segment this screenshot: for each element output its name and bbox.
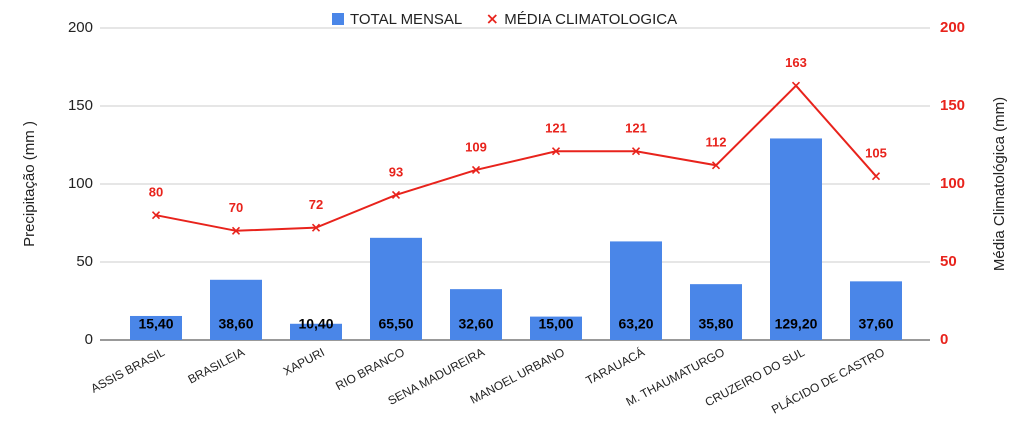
data-label: 112 xyxy=(706,135,727,150)
x-tick-label: BRASILEIA xyxy=(186,345,247,386)
bar xyxy=(690,284,742,340)
line-marker xyxy=(151,211,161,220)
line xyxy=(155,84,877,232)
line-marker xyxy=(791,81,801,90)
legend-swatch xyxy=(332,13,344,25)
data-label: 80 xyxy=(149,185,163,200)
data-label: 15,00 xyxy=(538,316,573,332)
bar xyxy=(130,315,182,340)
x-tick-label: RIO BRANCO xyxy=(333,345,407,393)
data-label: 129,20 xyxy=(775,316,818,332)
data-label: 105 xyxy=(865,146,887,161)
y2-tick-label: 150 xyxy=(940,97,965,114)
line-marker xyxy=(551,147,561,156)
legend-label: TOTAL MENSAL xyxy=(350,11,462,28)
bar xyxy=(610,241,662,340)
bar xyxy=(770,138,822,340)
data-label: 65,50 xyxy=(378,316,413,332)
line-marker xyxy=(231,226,241,235)
line-marker xyxy=(711,161,721,170)
data-label: 163 xyxy=(785,55,807,70)
y2-tick-label: 50 xyxy=(940,253,957,270)
y2-tick-label: 0 xyxy=(940,331,948,348)
data-label: 38,60 xyxy=(218,316,253,332)
bar xyxy=(850,281,902,340)
y-axis-title: Precipitação (mm ) xyxy=(21,121,38,247)
legend-swatch xyxy=(487,14,497,24)
y-tick-label: 150 xyxy=(68,97,93,114)
y-tick-label: 200 xyxy=(68,19,93,36)
y-tick-label: 100 xyxy=(68,175,93,192)
bar xyxy=(370,237,422,340)
legend-label: MÉDIA CLIMATOLOGICA xyxy=(504,11,677,28)
y-tick-label: 0 xyxy=(85,331,93,348)
x-tick-label: TARAUACÁ xyxy=(583,344,647,388)
line-marker xyxy=(631,147,641,156)
data-label: 121 xyxy=(545,121,567,136)
data-label: 70 xyxy=(229,200,243,215)
data-label: 37,60 xyxy=(858,316,893,332)
bar xyxy=(210,279,262,340)
line-marker xyxy=(391,190,401,199)
y2-axis-title: Média Climatológica (mm) xyxy=(991,97,1008,271)
line-marker xyxy=(871,172,881,181)
line-marker xyxy=(471,165,481,175)
data-label: 10,40 xyxy=(298,316,333,332)
data-label: 72 xyxy=(309,197,323,212)
bar xyxy=(450,289,502,340)
data-label: 15,40 xyxy=(138,316,173,332)
y-tick-label: 50 xyxy=(76,253,93,270)
bar xyxy=(290,323,342,340)
data-label: 121 xyxy=(625,121,647,136)
data-label: 93 xyxy=(389,164,403,179)
y2-tick-label: 100 xyxy=(940,175,965,192)
data-label: 63,20 xyxy=(618,316,653,332)
data-label: 32,60 xyxy=(458,316,493,332)
bar xyxy=(530,316,582,340)
data-label: 35,80 xyxy=(698,316,733,332)
x-tick-label: ASSIS BRASIL xyxy=(88,345,167,396)
line-marker xyxy=(311,223,321,232)
data-label: 109 xyxy=(465,139,487,154)
x-tick-label: XAPURI xyxy=(281,345,327,378)
y2-tick-label: 200 xyxy=(940,19,965,36)
